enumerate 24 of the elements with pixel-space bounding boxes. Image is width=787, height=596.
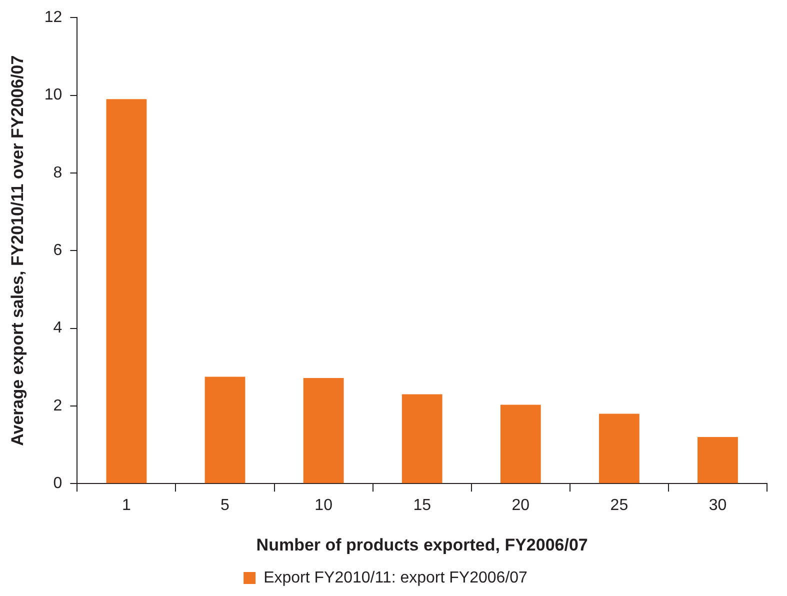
y-tick-label: 8 bbox=[53, 164, 62, 182]
x-tick-label: 15 bbox=[413, 497, 432, 514]
x-tick-label: 20 bbox=[512, 497, 530, 514]
x-tick-label: 1 bbox=[122, 497, 132, 514]
x-tick-label: 5 bbox=[220, 497, 230, 514]
bar bbox=[303, 378, 344, 484]
y-tick-label: 4 bbox=[53, 320, 62, 337]
bar bbox=[698, 437, 738, 484]
y-tick-label: 12 bbox=[44, 9, 62, 26]
x-axis-title: Number of products exported, FY2006/07 bbox=[256, 535, 588, 554]
y-tick-label: 6 bbox=[53, 242, 62, 260]
y-tick-label: 0 bbox=[53, 475, 62, 492]
x-tick-label: 10 bbox=[314, 497, 333, 514]
y-axis-title: Average export sales, FY2010/11 over FY2006/07 bbox=[8, 55, 27, 446]
bar bbox=[500, 404, 541, 484]
x-tick-label: 25 bbox=[610, 497, 628, 514]
bar bbox=[402, 394, 442, 484]
x-tick-label: 30 bbox=[708, 497, 727, 514]
y-tick-label: 10 bbox=[44, 86, 62, 104]
bar bbox=[106, 99, 147, 484]
y-tick-label: 2 bbox=[53, 397, 62, 414]
legend-label: Export FY2010/11: export FY2006/07 bbox=[264, 569, 528, 586]
bar bbox=[204, 376, 246, 484]
bar bbox=[598, 414, 640, 484]
